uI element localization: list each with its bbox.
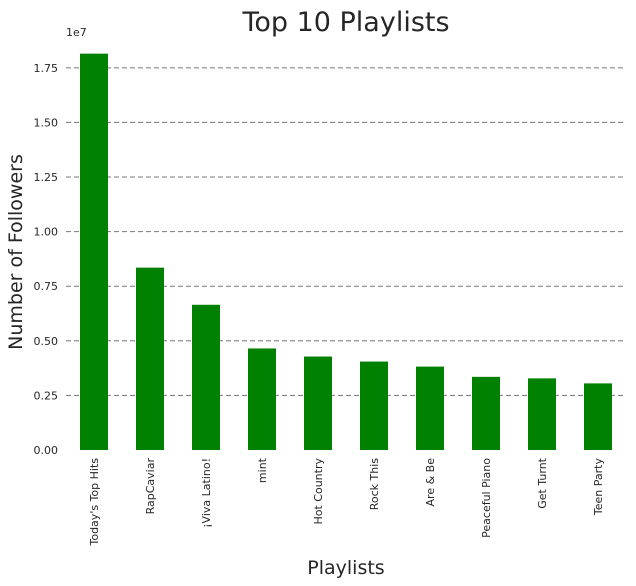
bar [192,304,220,450]
x-axis-label: Playlists [307,557,384,579]
y-tick-label: 1.75 [34,62,59,75]
y-axis-label: Number of Followers [5,154,27,350]
x-tick-label: Today's Top Hits [88,458,101,547]
y-tick-labels: 0.00 0.25 0.50 0.75 1.00 1.25 1.50 1.75 [34,62,59,457]
y-tick-label: 0.25 [34,389,59,402]
bar [304,356,332,450]
x-tick-label: Peaceful Piano [480,458,493,538]
chart-title: Top 10 Playlists [241,7,449,38]
y-tick-label: 0.00 [34,444,59,457]
x-tick-labels: Today's Top Hits RapCaviar ¡Viva Latino! mi… [88,457,605,546]
bar [248,348,276,450]
y-tick-label: 1.50 [34,116,59,129]
x-tick-label: Teen Party [592,458,605,517]
bar [584,383,612,450]
y-tick-label: 1.00 [34,226,59,239]
x-tick-label: ¡Viva Latino! [200,458,213,528]
bar [472,376,500,450]
x-tick-label: Are & Be [424,458,437,507]
x-tick-label: Rock This [368,458,381,511]
bars [80,53,612,450]
bar [136,267,164,450]
y-tick-label: 1.25 [34,171,59,184]
bar [360,361,388,450]
x-tick-label: Hot Country [312,458,325,525]
y-tick-label: 0.75 [34,280,59,293]
x-tick-label: Get Turnt [536,457,549,508]
bar [80,53,108,450]
x-tick-label: mint [256,457,269,483]
x-tick-label: RapCaviar [144,458,157,515]
y-axis-offset-label: 1e7 [66,26,87,39]
gridlines [66,67,626,396]
bar [416,366,444,450]
y-tick-label: 0.50 [34,335,59,348]
bar [528,378,556,450]
